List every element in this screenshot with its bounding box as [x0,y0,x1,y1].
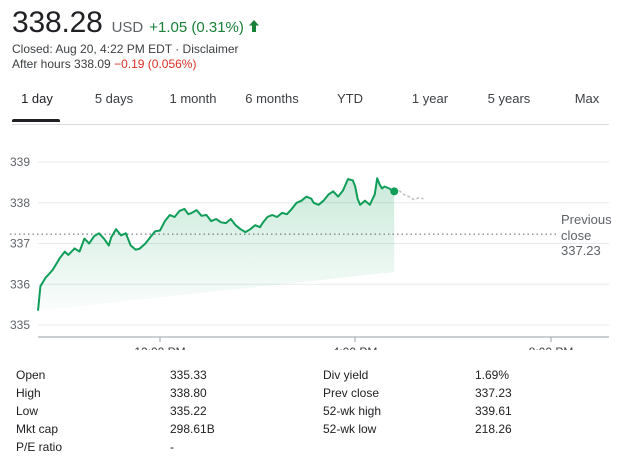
closed-text: Closed: Aug 20, 4:22 PM EDT [12,42,172,56]
stat-label: High [16,386,41,400]
price-chart[interactable]: 339 338 337 336 335 12:00 PM 4:00 PM 8:00 PM P… [0,140,621,350]
stats-table: Open 335.33 Div yield 1.69% High 338.80 … [16,368,612,458]
x-tick-label: 4:00 PM [333,345,378,350]
stat-value: 218.26 [475,422,512,436]
arrow-up-icon [248,20,259,32]
last-price-dot [390,187,399,196]
stat-label: P/E ratio [16,440,63,454]
y-tick-label: 336 [10,277,30,291]
stat-value: 339.61 [475,404,512,418]
active-tab-indicator [12,119,60,122]
tab-1-day[interactable]: 1 day [21,91,53,106]
previous-close-label: Previous [561,212,612,227]
stat-label: Low [16,404,39,418]
currency: USD [111,19,144,36]
stat-label: Open [16,368,46,382]
y-tick-label: 339 [10,155,30,169]
stat-label: Div yield [323,368,369,382]
y-tick-label: 337 [10,237,30,251]
stats-row: Mkt cap 298.61B 52-wk low 218.26 [16,422,612,440]
price-area-fill [38,178,395,311]
tab-5-years[interactable]: 5 years [487,91,531,106]
stat-value: 338.80 [170,386,207,400]
stat-label: Mkt cap [16,422,59,436]
stats-row: P/E ratio - [16,440,612,458]
y-tick-label: 335 [10,318,30,332]
after-hours-label: After hours 338.09 [12,57,111,71]
current-price: 338.28 [12,6,103,39]
tab-max[interactable]: Max [574,91,600,106]
tab-6-months[interactable]: 6 months [245,91,299,106]
after-hours-info: After hours 338.09 −0.19 (0.056%) [12,57,196,71]
range-tabs: 1 day 5 days 1 month 6 months YTD 1 year… [0,84,621,122]
closed-info: Closed: Aug 20, 4:22 PM EDT · Disclaimer [12,42,239,56]
stat-value: 1.69% [475,368,510,382]
separator: · [171,42,183,56]
stats-row: Low 335.22 52-wk high 339.61 [16,404,612,422]
tabs-divider [12,124,609,125]
previous-close-label-2: close [561,228,591,243]
quote-header: 338.28 USD +1.05 (0.31%) [12,6,260,40]
stat-value: 335.22 [170,404,207,418]
stat-label: Prev close [323,386,380,400]
x-tick-label: 8:00 PM [529,345,574,350]
stat-value: - [170,440,174,454]
stat-value: 298.61B [170,422,215,436]
disclaimer-link[interactable]: Disclaimer [182,42,239,56]
stat-label: 52-wk high [323,404,382,418]
stats-row: Open 335.33 Div yield 1.69% [16,368,612,386]
after-hours-change: −0.19 (0.056%) [114,57,197,71]
price-change: +1.05 (0.31%) [149,19,244,36]
stats-row: High 338.80 Prev close 337.23 [16,386,612,404]
tab-5-days[interactable]: 5 days [94,91,134,106]
tab-ytd[interactable]: YTD [337,91,363,106]
previous-close-value: 337.23 [561,243,601,258]
tab-1-month[interactable]: 1 month [169,91,217,106]
after-hours-line [394,189,424,201]
stat-value: 337.23 [475,386,512,400]
price-line [37,177,395,311]
stat-label: 52-wk low [323,422,377,436]
stat-value: 335.33 [170,368,207,382]
x-tick-label: 12:00 PM [134,345,185,350]
y-tick-label: 338 [10,196,30,210]
tab-1-year[interactable]: 1 year [411,91,449,106]
